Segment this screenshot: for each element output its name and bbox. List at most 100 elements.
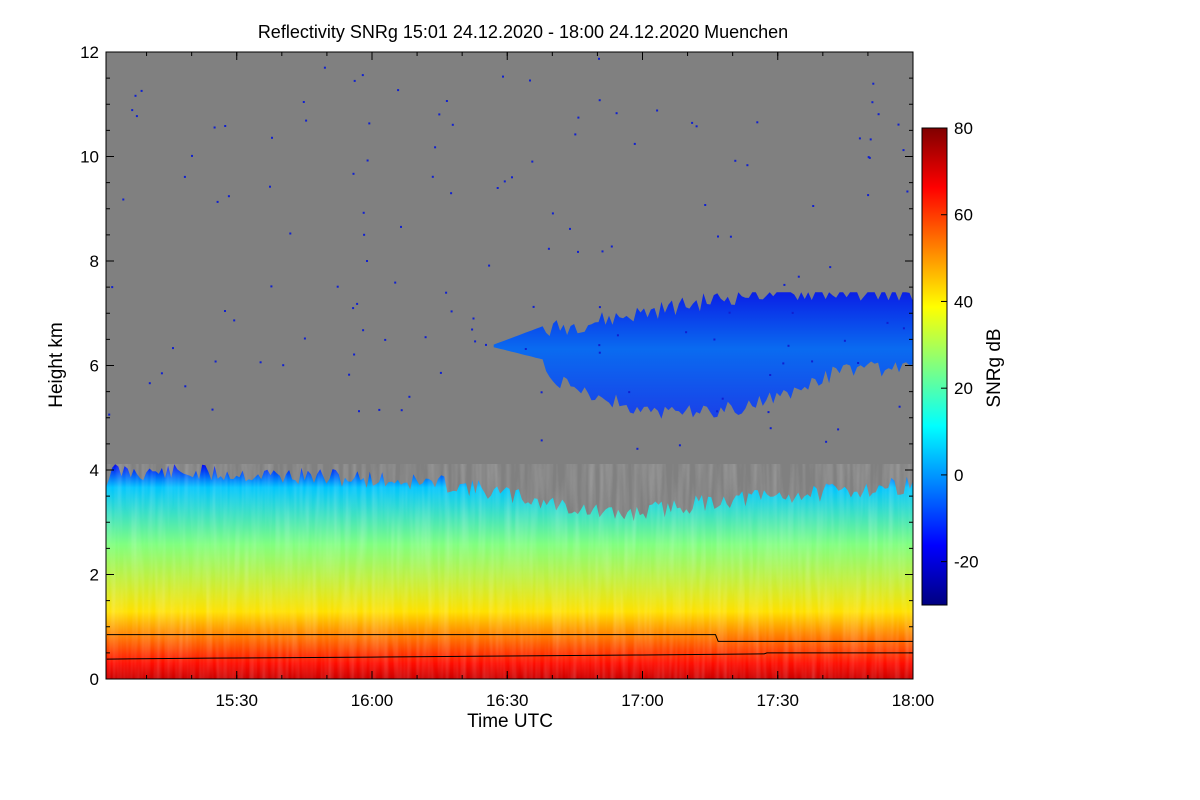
speckle (336, 285, 339, 288)
speckle (213, 126, 216, 129)
colorbar-ticks: -20 0 20 40 60 80 (941, 119, 979, 572)
speckle (451, 123, 454, 126)
speckle (445, 100, 448, 102)
speckle (769, 374, 772, 376)
speckle (352, 172, 355, 175)
speckle (858, 137, 861, 140)
speckle (598, 57, 600, 60)
speckle (474, 340, 477, 343)
x-tick-label: 18:00 (892, 691, 935, 710)
speckle (362, 211, 365, 214)
speckle (577, 116, 580, 119)
speckle (616, 334, 619, 337)
speckle (532, 305, 535, 308)
colorbar-tick-label: 80 (954, 119, 973, 138)
speckle (540, 439, 543, 442)
speckle (111, 286, 114, 289)
y-tick-label: 8 (90, 252, 99, 271)
speckle (211, 408, 214, 411)
speckle (302, 101, 305, 103)
y-tick-label: 10 (80, 148, 99, 167)
speckle (378, 408, 381, 411)
speckle (898, 405, 901, 408)
speckle (131, 109, 134, 112)
speckle (897, 123, 900, 126)
speckle (716, 410, 719, 413)
speckle (361, 74, 364, 77)
speckle (472, 317, 475, 320)
speckle (439, 371, 442, 374)
speckle (829, 266, 832, 269)
speckle (224, 310, 226, 312)
speckle (872, 82, 875, 85)
speckle (397, 89, 400, 92)
speckle (769, 427, 772, 430)
speckle (577, 250, 579, 253)
speckle (214, 360, 217, 363)
speckle (685, 331, 688, 334)
speckle (867, 156, 870, 159)
speckle (656, 109, 659, 112)
speckle (394, 281, 397, 284)
speckle (540, 391, 543, 394)
speckle (787, 344, 790, 347)
speckle (843, 339, 846, 342)
colorbar-tick-label: 20 (954, 379, 973, 398)
speckle (869, 138, 872, 141)
speckle (233, 319, 236, 322)
speckle (695, 125, 698, 128)
speckle (598, 344, 601, 347)
speckle (906, 190, 909, 193)
y-axis-label: Height km (46, 322, 67, 408)
speckle (408, 395, 411, 398)
speckle (488, 264, 491, 267)
speckle (551, 212, 554, 215)
speckle (224, 125, 227, 127)
speckle (729, 235, 732, 238)
speckle (767, 411, 770, 414)
speckle (511, 176, 513, 179)
speckle (598, 306, 601, 309)
speckle (531, 160, 534, 163)
speckle (303, 337, 306, 340)
speckle (704, 204, 707, 206)
speckle (610, 245, 613, 248)
speckle (902, 149, 905, 152)
speckle (140, 89, 143, 92)
speckle (811, 360, 814, 363)
speckle (400, 409, 403, 412)
speckle (598, 351, 601, 354)
speckle (108, 413, 111, 416)
speckle (227, 195, 230, 198)
speckle (135, 115, 138, 118)
speckle (529, 79, 531, 82)
speckle (323, 66, 326, 69)
noise-speckles (108, 57, 909, 450)
speckle (282, 364, 285, 367)
speckle (216, 200, 219, 203)
speckle (547, 247, 550, 250)
speckle (886, 321, 889, 324)
chart-title: Reflectivity SNRg 15:01 24.12.2020 - 18:… (257, 22, 789, 42)
speckle (358, 410, 360, 413)
speckle (574, 133, 577, 136)
speckle (746, 164, 749, 167)
boundary-layer-texture (106, 464, 913, 679)
elevated-cloud-echo (493, 292, 913, 419)
speckle (502, 75, 504, 78)
speckle (601, 250, 604, 253)
speckle (434, 146, 437, 149)
speckle (615, 112, 618, 115)
speckle (122, 198, 125, 201)
speckle (857, 362, 860, 364)
speckle (366, 260, 368, 262)
speckle (259, 361, 262, 364)
speckle (783, 283, 786, 286)
speckle (305, 119, 308, 122)
speckle (366, 159, 369, 162)
x-tick-label: 17:30 (756, 691, 799, 710)
speckle (353, 79, 356, 82)
speckle (431, 175, 434, 178)
